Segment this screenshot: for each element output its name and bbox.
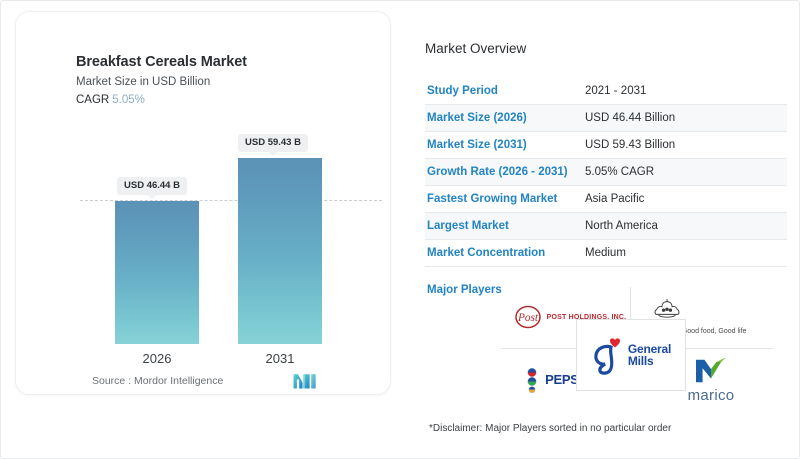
row-label: Market Size (2031) (427, 139, 527, 151)
bar-value-label-2026: USD 46.44 B (117, 177, 187, 199)
row-divider (425, 158, 787, 159)
row-label: Largest Market (427, 220, 509, 232)
row-value: 2021 - 2031 (585, 85, 647, 97)
table-row: Fastest Growing Market Asia Pacific (425, 186, 787, 212)
table-row: Growth Rate (2026 - 2031) 5.05% CAGR (425, 159, 787, 185)
reference-dashed-line (80, 200, 382, 201)
row-divider (425, 131, 787, 132)
bar-2026 (115, 201, 199, 344)
page-title: Breakfast Cereals Market (76, 54, 247, 70)
svg-text:Post: Post (517, 312, 539, 324)
bar-chart-plot: USD 46.44 B USD 59.43 B 2026 2031 (16, 12, 392, 396)
market-overview-panel: Market Overview Study Period 2021 - 2031… (425, 41, 787, 296)
row-label: Market Concentration (427, 247, 546, 259)
general-mills-wordmark: General Mills (627, 341, 672, 368)
overview-table: Study Period 2021 - 2031 Market Size (20… (425, 78, 787, 267)
post-wordmark: POST HOLDINGS, INC. (546, 313, 627, 321)
bar-value-label-2031: USD 59.43 B (238, 134, 308, 156)
table-row: Market Concentration Medium (425, 240, 787, 266)
nestle-tagline: Good food, Good life (681, 327, 747, 335)
x-axis-tick-2026: 2026 (142, 351, 172, 366)
row-divider (425, 185, 787, 186)
row-divider (425, 239, 787, 240)
major-players-logo-grid: Post POST HOLDINGS, INC. Nestle Good foo… (501, 287, 773, 411)
cagr-label: CAGR (76, 94, 110, 106)
chart-card: Breakfast Cereals Market Market Size in … (15, 11, 391, 395)
nestle-birds-nest-icon (654, 298, 679, 318)
row-value: USD 59.43 Billion (585, 139, 676, 151)
marico-wordmark: marico (687, 386, 735, 404)
row-value: 5.05% CAGR (585, 166, 655, 178)
row-label: Growth Rate (2026 - 2031) (427, 166, 568, 178)
chart-subtitle: Market Size in USD Billion (76, 76, 211, 88)
disclaimer-text: *Disclaimer: Major Players sorted in no … (429, 423, 672, 434)
table-row: Study Period 2021 - 2031 (425, 78, 787, 104)
table-row: Market Size (2031) USD 59.43 Billion (425, 132, 787, 158)
major-players-label: Major Players (427, 284, 502, 296)
row-divider (425, 266, 787, 267)
row-value: Asia Pacific (585, 193, 645, 205)
row-label: Study Period (427, 85, 498, 97)
row-label: Market Size (2026) (427, 112, 527, 124)
row-value: USD 46.44 Billion (585, 112, 676, 124)
cagr-value: 5.05% (112, 94, 145, 106)
overview-title: Market Overview (425, 41, 527, 56)
mordor-intelligence-logo (293, 374, 316, 389)
x-axis-tick-2031: 2031 (265, 351, 295, 366)
row-value: Medium (585, 247, 626, 259)
source-attribution: Source : Mordor Intelligence (92, 375, 224, 387)
cagr-line: CAGR 5.05% (76, 94, 145, 106)
row-label: Fastest Growing Market (427, 193, 558, 205)
post-seal-icon: Post (514, 305, 541, 329)
pepsico-smile-icon (527, 367, 537, 393)
row-divider (425, 104, 787, 105)
table-row: Market Size (2026) USD 46.44 Billion (425, 105, 787, 131)
bar-2031 (238, 158, 322, 344)
logo-general-mills: General Mills (576, 319, 686, 391)
general-mills-g-heart-icon (594, 338, 620, 375)
row-value: North America (585, 220, 658, 232)
table-row: Largest Market North America (425, 213, 787, 239)
row-divider (425, 212, 787, 213)
marico-m-icon (696, 357, 726, 382)
